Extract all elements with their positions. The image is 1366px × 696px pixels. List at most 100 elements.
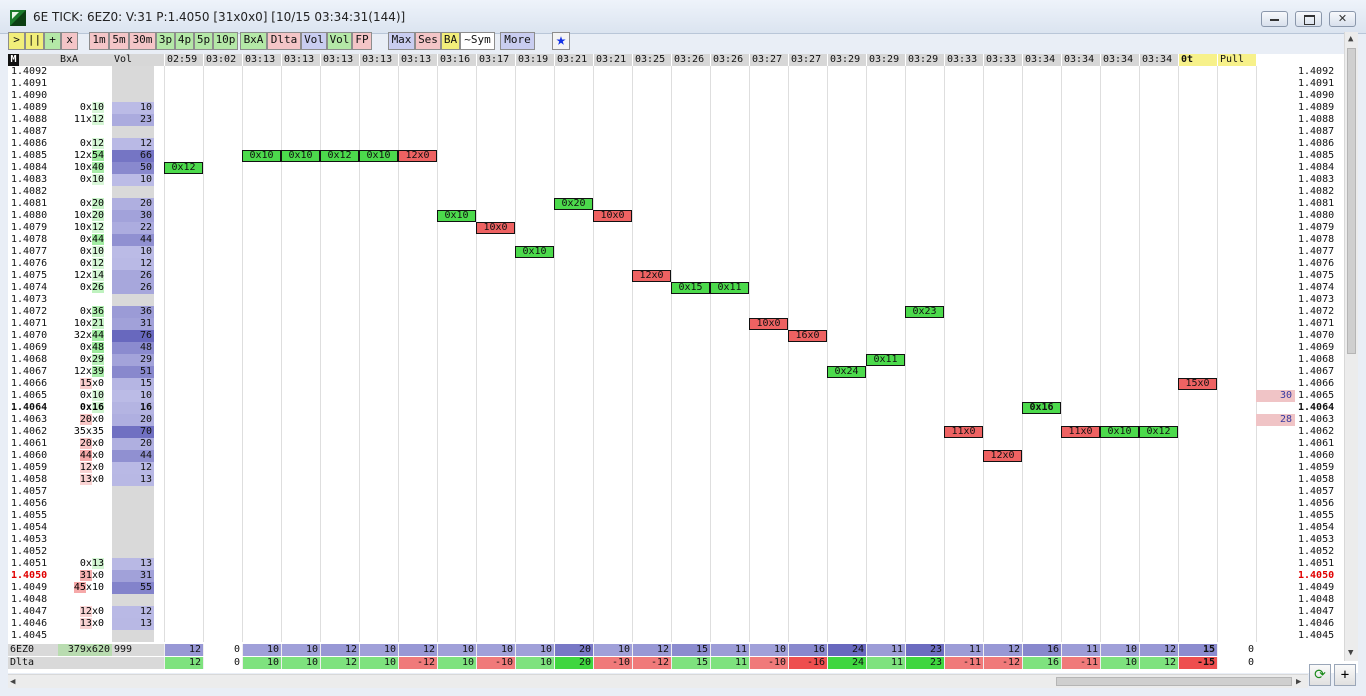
scroll-left-icon[interactable]: ◀ <box>10 677 16 687</box>
scroll-h-thumb[interactable] <box>1056 677 1292 686</box>
summary-vol-cell: 0 <box>1217 644 1256 656</box>
trade-cell[interactable]: 0x10 <box>359 150 398 162</box>
favorite-star-icon[interactable]: ★ <box>552 32 570 50</box>
trade-cell[interactable]: 0x12 <box>320 150 359 162</box>
time-header[interactable]: 03:29 <box>866 54 905 66</box>
toolbar-button-[interactable]: > <box>8 32 25 50</box>
time-header[interactable]: 03:13 <box>320 54 359 66</box>
toolbar-button-Sym[interactable]: ~Sym <box>460 32 495 50</box>
toolbar-button-Max[interactable]: Max <box>388 32 415 50</box>
trade-cell[interactable]: 0x10 <box>1100 426 1139 438</box>
trade-cell[interactable]: 12x0 <box>398 150 437 162</box>
toolbar-button-Vol[interactable]: Vol <box>327 32 352 50</box>
time-header[interactable]: 03:21 <box>593 54 632 66</box>
time-header[interactable]: 03:25 <box>632 54 671 66</box>
trade-cell[interactable]: 0x11 <box>866 354 905 366</box>
refresh-button[interactable]: ⟳ <box>1309 664 1331 686</box>
trade-cell[interactable]: 0x16 <box>1022 402 1061 414</box>
trade-cell[interactable]: 16x0 <box>788 330 827 342</box>
time-header[interactable]: 03:33 <box>983 54 1022 66</box>
trade-cell[interactable]: 12x0 <box>983 450 1022 462</box>
close-button[interactable]: ✕ <box>1329 11 1356 27</box>
toolbar-button-1m[interactable]: 1m <box>89 32 109 50</box>
add-button[interactable]: + <box>1334 664 1356 686</box>
time-header[interactable]: 03:34 <box>1022 54 1061 66</box>
time-header[interactable]: 02:59 <box>164 54 203 66</box>
trade-cell[interactable]: 0x15 <box>671 282 710 294</box>
toolbar-button-pause[interactable]: || <box>25 32 44 50</box>
time-header[interactable]: 03:26 <box>710 54 749 66</box>
trade-cell[interactable]: 0x12 <box>164 162 203 174</box>
toolbar-button-[interactable]: + <box>44 32 61 50</box>
trade-cell[interactable]: 10x0 <box>749 318 788 330</box>
time-header[interactable]: 0t <box>1178 54 1217 66</box>
scroll-up-icon[interactable]: ▲ <box>1348 34 1354 44</box>
toolbar-button-BxA[interactable]: BxA <box>240 32 267 50</box>
trade-cell[interactable]: 0x23 <box>905 306 944 318</box>
time-header[interactable]: 03:02 <box>203 54 242 66</box>
toolbar-button-Dlta[interactable]: Dlta <box>267 32 301 50</box>
minimize-button[interactable] <box>1261 11 1288 27</box>
toolbar-button-30m[interactable]: 30m <box>129 32 156 50</box>
time-header[interactable]: 03:27 <box>788 54 827 66</box>
toolbar-button-4p[interactable]: 4p <box>175 32 194 50</box>
summary-vol-cell: 12 <box>632 644 671 656</box>
maximize-button[interactable] <box>1295 11 1322 27</box>
trade-cell[interactable]: 0x10 <box>242 150 281 162</box>
time-header[interactable]: 03:34 <box>1139 54 1178 66</box>
time-header[interactable]: 03:13 <box>398 54 437 66</box>
trade-cell[interactable]: 12x0 <box>632 270 671 282</box>
time-header[interactable]: 03:29 <box>905 54 944 66</box>
scroll-right-icon[interactable]: ▶ <box>1296 677 1302 687</box>
time-header[interactable]: 03:13 <box>281 54 320 66</box>
trade-cell[interactable]: 0x10 <box>281 150 320 162</box>
time-header[interactable]: 03:29 <box>827 54 866 66</box>
trade-cell[interactable]: 0x24 <box>827 366 866 378</box>
toolbar-button-More[interactable]: More <box>500 32 535 50</box>
time-header[interactable]: 03:26 <box>671 54 710 66</box>
toolbar-button-10p[interactable]: 10p <box>213 32 238 50</box>
time-header[interactable]: 03:33 <box>944 54 983 66</box>
dom-ladder-grid[interactable]: M BxA Vol 02:59 03:02 03:13 03:13 03:13 03:13… <box>8 54 1358 673</box>
time-header[interactable]: 03:21 <box>554 54 593 66</box>
trade-cell[interactable]: 0x11 <box>710 282 749 294</box>
price-label: 1.4065 <box>11 390 48 401</box>
trade-cell[interactable]: 0x20 <box>554 198 593 210</box>
time-header[interactable]: 03:34 <box>1100 54 1139 66</box>
price-label: 1.4083 <box>11 174 48 185</box>
trade-cell[interactable]: 0x10 <box>437 210 476 222</box>
trade-cell[interactable]: 11x0 <box>1061 426 1100 438</box>
time-header[interactable]: 03:34 <box>1061 54 1100 66</box>
toolbar-button-5m[interactable]: 5m <box>109 32 129 50</box>
trade-cell[interactable]: 0x10 <box>515 246 554 258</box>
trade-cell[interactable]: 15x0 <box>1178 378 1217 390</box>
scroll-down-icon[interactable]: ▼ <box>1348 648 1354 658</box>
summary-vol-cell: 12 <box>164 644 203 656</box>
trade-cell[interactable]: 10x0 <box>593 210 632 222</box>
horizontal-scrollbar[interactable]: ◀ ▶ <box>8 674 1308 688</box>
toolbar-button-Vol[interactable]: Vol <box>301 32 327 50</box>
time-header[interactable]: 03:19 <box>515 54 554 66</box>
toolbar-button-5p[interactable]: 5p <box>194 32 213 50</box>
trade-cell[interactable]: 10x0 <box>476 222 515 234</box>
vertical-scrollbar[interactable]: ▲ ▼ <box>1344 32 1358 661</box>
trade-cell[interactable]: 11x0 <box>944 426 983 438</box>
price-label: 1.4070 <box>11 330 48 341</box>
toolbar-button-FP[interactable]: FP <box>352 32 372 50</box>
time-header[interactable]: 03:13 <box>359 54 398 66</box>
scroll-thumb[interactable] <box>1347 48 1356 354</box>
toolbar-button-3p[interactable]: 3p <box>156 32 175 50</box>
time-header[interactable]: 03:16 <box>437 54 476 66</box>
trade-cell[interactable]: 0x12 <box>1139 426 1178 438</box>
toolbar-button-BA[interactable]: BA <box>441 32 460 50</box>
toolbar-button-x[interactable]: x <box>61 32 78 50</box>
toolbar-button-Ses[interactable]: Ses <box>415 32 441 50</box>
time-header[interactable]: 03:17 <box>476 54 515 66</box>
bid-value: 0 <box>79 306 86 317</box>
time-header[interactable]: Pull <box>1217 54 1256 66</box>
vol-header: Vol <box>112 54 154 66</box>
time-header[interactable]: 03:27 <box>749 54 788 66</box>
time-header[interactable]: 03:13 <box>242 54 281 66</box>
bxa-cell: 20x0 <box>58 414 104 426</box>
ask-value: 21 <box>91 318 104 329</box>
